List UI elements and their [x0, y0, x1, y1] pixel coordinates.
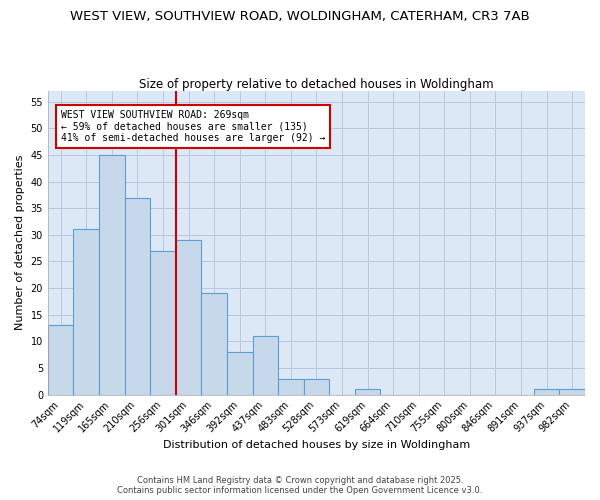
- Bar: [125, 198, 150, 394]
- Text: WEST VIEW, SOUTHVIEW ROAD, WOLDINGHAM, CATERHAM, CR3 7AB: WEST VIEW, SOUTHVIEW ROAD, WOLDINGHAM, C…: [70, 10, 530, 23]
- Bar: [73, 230, 99, 394]
- Bar: [278, 378, 304, 394]
- Bar: [253, 336, 278, 394]
- Bar: [304, 378, 329, 394]
- Text: Contains HM Land Registry data © Crown copyright and database right 2025.
Contai: Contains HM Land Registry data © Crown c…: [118, 476, 482, 495]
- Bar: [48, 326, 73, 394]
- Y-axis label: Number of detached properties: Number of detached properties: [15, 155, 25, 330]
- Title: Size of property relative to detached houses in Woldingham: Size of property relative to detached ho…: [139, 78, 494, 91]
- Bar: [202, 294, 227, 394]
- Bar: [99, 155, 125, 394]
- Bar: [559, 390, 585, 394]
- X-axis label: Distribution of detached houses by size in Woldingham: Distribution of detached houses by size …: [163, 440, 470, 450]
- Bar: [227, 352, 253, 395]
- Bar: [355, 390, 380, 394]
- Bar: [150, 251, 176, 394]
- Text: WEST VIEW SOUTHVIEW ROAD: 269sqm
← 59% of detached houses are smaller (135)
41% : WEST VIEW SOUTHVIEW ROAD: 269sqm ← 59% o…: [61, 110, 325, 143]
- Bar: [176, 240, 202, 394]
- Bar: [534, 390, 559, 394]
